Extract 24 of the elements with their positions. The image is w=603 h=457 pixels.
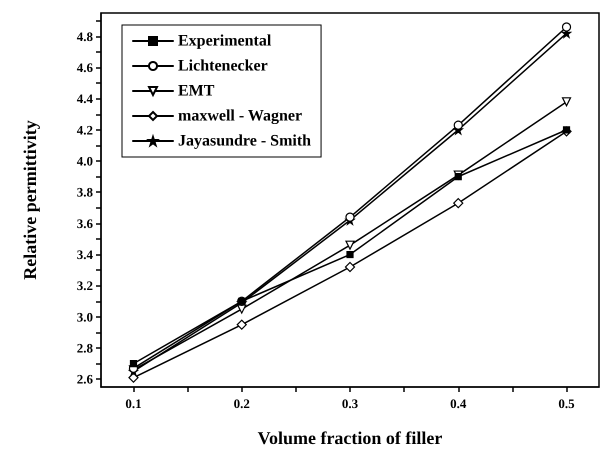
y-tick-label: 4.4 — [76, 91, 94, 106]
y-tick-label: 2.6 — [76, 372, 94, 387]
y-tick-label: 3.6 — [76, 216, 94, 231]
x-tick-label: 0.1 — [125, 396, 142, 411]
x-tick-label: 0.5 — [558, 396, 576, 411]
y-tick-label: 3.4 — [76, 247, 94, 262]
x-axis-title: Volume fraction of filler — [258, 428, 442, 448]
y-axis-title: Relative permittivity — [20, 120, 40, 280]
legend-label: maxwell - Wagner — [178, 108, 302, 124]
legend-label: EMT — [178, 82, 215, 100]
y-tick-label: 4.0 — [76, 154, 93, 169]
y-tick-label: 4.6 — [76, 60, 94, 76]
y-tick-label: 3.8 — [76, 184, 94, 200]
y-tick-label: 4.2 — [76, 122, 93, 138]
legend-label: Experimental — [178, 32, 272, 50]
x-tick-label: 0.4 — [450, 396, 467, 411]
x-tick-label: 0.3 — [342, 396, 359, 411]
legend-label: Lichtenecker — [178, 58, 268, 74]
x-tick-label: 0.2 — [234, 396, 250, 411]
y-tick-label: 3.0 — [76, 309, 93, 324]
y-tick-label: 4.8 — [76, 28, 94, 44]
y-tick-label: 2.8 — [76, 340, 94, 356]
y-tick-label: 3.2 — [76, 278, 93, 294]
legend-label: Jayasundre - Smith — [178, 132, 312, 150]
